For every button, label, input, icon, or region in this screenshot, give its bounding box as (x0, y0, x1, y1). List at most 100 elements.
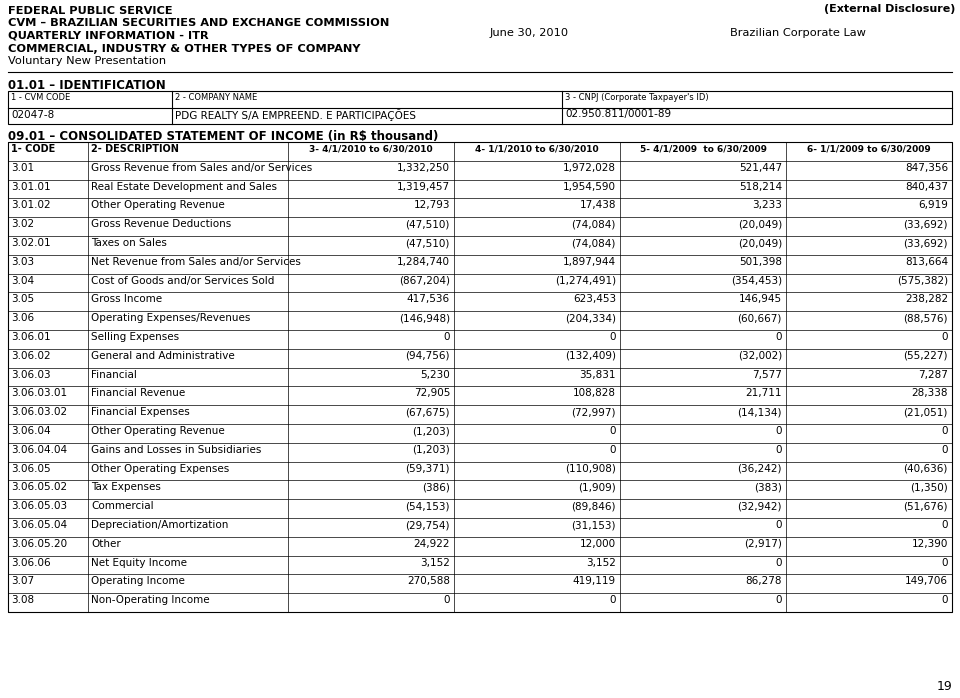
Text: 1,319,457: 1,319,457 (396, 181, 450, 191)
Text: 518,214: 518,214 (739, 181, 782, 191)
Text: 12,000: 12,000 (580, 539, 616, 549)
Text: 1- CODE: 1- CODE (11, 144, 56, 154)
Text: Voluntary New Presentation: Voluntary New Presentation (8, 56, 166, 66)
Text: (14,134): (14,134) (737, 407, 782, 417)
Text: 0: 0 (776, 520, 782, 530)
Text: 3- 4/1/2010 to 6/30/2010: 3- 4/1/2010 to 6/30/2010 (309, 144, 433, 153)
Text: 3.06.01: 3.06.01 (11, 332, 51, 342)
Text: (74,084): (74,084) (571, 219, 616, 229)
Text: 17,438: 17,438 (580, 200, 616, 210)
Text: 3 - CNPJ (Corporate Taxpayer's ID): 3 - CNPJ (Corporate Taxpayer's ID) (565, 93, 708, 102)
Text: Operating Expenses/Revenues: Operating Expenses/Revenues (91, 313, 251, 323)
Text: (36,242): (36,242) (737, 463, 782, 474)
Text: 840,437: 840,437 (905, 181, 948, 191)
Text: Real Estate Development and Sales: Real Estate Development and Sales (91, 181, 277, 191)
Text: 3.06.02: 3.06.02 (11, 351, 51, 361)
Text: 3.06.05.20: 3.06.05.20 (11, 539, 67, 549)
Text: Net Revenue from Sales and/or Services: Net Revenue from Sales and/or Services (91, 257, 300, 267)
Text: (575,382): (575,382) (897, 276, 948, 285)
Text: (204,334): (204,334) (565, 313, 616, 323)
Text: 623,453: 623,453 (573, 295, 616, 304)
Text: (32,002): (32,002) (737, 351, 782, 361)
Text: 0: 0 (942, 445, 948, 455)
Text: 7,577: 7,577 (752, 370, 782, 380)
Text: 0: 0 (610, 595, 616, 605)
Text: 0: 0 (776, 445, 782, 455)
Text: (867,204): (867,204) (399, 276, 450, 285)
Text: (47,510): (47,510) (406, 219, 450, 229)
Text: 3.06.05: 3.06.05 (11, 463, 51, 474)
Text: 0: 0 (776, 595, 782, 605)
Text: 24,922: 24,922 (414, 539, 450, 549)
Text: 521,447: 521,447 (739, 163, 782, 173)
Text: 3.06.03: 3.06.03 (11, 370, 51, 380)
Text: (386): (386) (422, 482, 450, 492)
Text: Financial Revenue: Financial Revenue (91, 388, 185, 399)
Text: (2,917): (2,917) (744, 539, 782, 549)
Text: 417,536: 417,536 (407, 295, 450, 304)
Text: 3.06.05.04: 3.06.05.04 (11, 520, 67, 530)
Text: 0: 0 (610, 445, 616, 455)
Text: Other Operating Revenue: Other Operating Revenue (91, 200, 225, 210)
Text: (1,274,491): (1,274,491) (555, 276, 616, 285)
Text: (67,675): (67,675) (405, 407, 450, 417)
Text: 0: 0 (776, 426, 782, 436)
Text: 0: 0 (776, 332, 782, 342)
Text: (33,692): (33,692) (903, 238, 948, 248)
Text: 3.06.04.04: 3.06.04.04 (11, 445, 67, 455)
Text: 146,945: 146,945 (739, 295, 782, 304)
Text: 0: 0 (610, 426, 616, 436)
Text: 0: 0 (942, 426, 948, 436)
Text: 1 - CVM CODE: 1 - CVM CODE (11, 93, 70, 102)
Text: 270,588: 270,588 (407, 577, 450, 586)
Text: Other: Other (91, 539, 121, 549)
Text: Net Equity Income: Net Equity Income (91, 558, 187, 567)
Text: (59,371): (59,371) (405, 463, 450, 474)
Text: (47,510): (47,510) (406, 238, 450, 248)
Text: 3.06.05.03: 3.06.05.03 (11, 501, 67, 511)
Text: 3.02.01: 3.02.01 (11, 238, 51, 248)
Text: 12,793: 12,793 (414, 200, 450, 210)
Text: 3.06.06: 3.06.06 (11, 558, 51, 567)
Text: Selling Expenses: Selling Expenses (91, 332, 180, 342)
Text: 3.01.02: 3.01.02 (11, 200, 51, 210)
Text: 0: 0 (444, 332, 450, 342)
Text: (60,667): (60,667) (737, 313, 782, 323)
Text: 35,831: 35,831 (580, 370, 616, 380)
Text: Tax Expenses: Tax Expenses (91, 482, 161, 492)
Text: Other Operating Expenses: Other Operating Expenses (91, 463, 229, 474)
Text: (54,153): (54,153) (405, 501, 450, 511)
Text: 3,152: 3,152 (420, 558, 450, 567)
Text: (1,203): (1,203) (412, 445, 450, 455)
Text: (72,997): (72,997) (571, 407, 616, 417)
Text: 6,919: 6,919 (918, 200, 948, 210)
Text: 0: 0 (942, 332, 948, 342)
Text: Brazilian Corporate Law: Brazilian Corporate Law (730, 28, 866, 38)
Text: 12,390: 12,390 (912, 539, 948, 549)
Text: 3.06: 3.06 (11, 313, 35, 323)
Text: 108,828: 108,828 (573, 388, 616, 399)
Text: 3,152: 3,152 (587, 558, 616, 567)
Text: 6- 1/1/2009 to 6/30/2009: 6- 1/1/2009 to 6/30/2009 (807, 144, 931, 153)
Text: 3.06.04: 3.06.04 (11, 426, 51, 436)
Text: 7,287: 7,287 (918, 370, 948, 380)
Text: 3.05: 3.05 (11, 295, 35, 304)
Text: (1,909): (1,909) (578, 482, 616, 492)
Text: Gross Income: Gross Income (91, 295, 162, 304)
Text: 149,706: 149,706 (905, 577, 948, 586)
Text: (383): (383) (755, 482, 782, 492)
Text: June 30, 2010: June 30, 2010 (490, 28, 569, 38)
Text: (1,203): (1,203) (412, 426, 450, 436)
Text: (88,576): (88,576) (903, 313, 948, 323)
Text: 0: 0 (942, 558, 948, 567)
Text: 02047-8: 02047-8 (11, 110, 55, 119)
Text: 4- 1/1/2010 to 6/30/2010: 4- 1/1/2010 to 6/30/2010 (475, 144, 599, 153)
Text: 0: 0 (942, 595, 948, 605)
Text: 2- DESCRIPTION: 2- DESCRIPTION (91, 144, 179, 154)
Text: CVM – BRAZILIAN SECURITIES AND EXCHANGE COMMISSION: CVM – BRAZILIAN SECURITIES AND EXCHANGE … (8, 19, 390, 29)
Text: 0: 0 (444, 595, 450, 605)
Text: 3.03: 3.03 (11, 257, 35, 267)
Text: Commercial: Commercial (91, 501, 154, 511)
Text: (1,350): (1,350) (910, 482, 948, 492)
Text: 0: 0 (942, 520, 948, 530)
